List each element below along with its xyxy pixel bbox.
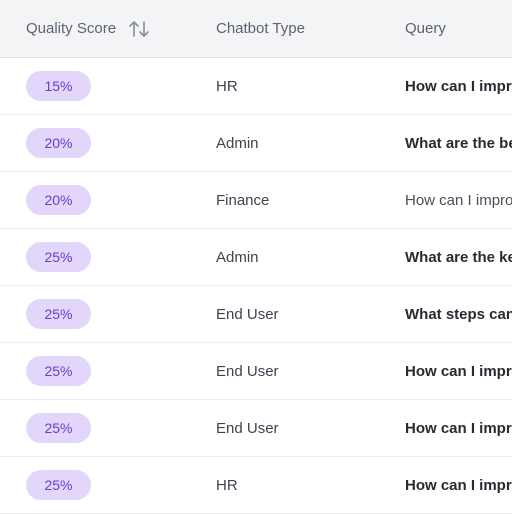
quality-score-badge: 25% xyxy=(26,242,91,272)
chatbot-type-cell: HR xyxy=(216,77,238,95)
query-cell[interactable]: What are the be xyxy=(405,134,512,152)
quality-score-badge: 15% xyxy=(26,71,91,101)
chatbot-type-cell: Finance xyxy=(216,191,270,209)
table-row[interactable]: 25% End User What steps can xyxy=(0,286,512,343)
quality-score-badge: 25% xyxy=(26,413,91,443)
query-cell[interactable]: How can I impro xyxy=(405,191,512,209)
chatbot-type-cell: End User xyxy=(216,305,279,323)
quality-score-cell: 15% xyxy=(26,58,91,114)
table-body: 15% HR How can I impro 20% Admin What are the… xyxy=(0,58,512,514)
chatbot-type-cell: End User xyxy=(216,362,279,380)
quality-score-badge: 25% xyxy=(26,299,91,329)
table-header: Quality Score Chatbot Type Query xyxy=(0,0,512,58)
quality-score-cell: 20% xyxy=(26,115,91,171)
quality-score-badge: 20% xyxy=(26,128,91,158)
query-cell[interactable]: What steps can xyxy=(405,305,512,323)
table-row[interactable]: 25% HR How can I impro xyxy=(0,457,512,514)
chatbot-type-cell: Admin xyxy=(216,248,259,266)
quality-score-cell: 25% xyxy=(26,400,91,456)
quality-score-cell: 25% xyxy=(26,457,91,513)
column-label-quality-score: Quality Score xyxy=(26,20,117,37)
quality-score-badge: 25% xyxy=(26,356,91,386)
table-row[interactable]: 25% Admin What are the ke xyxy=(0,229,512,286)
quality-score-cell: 25% xyxy=(26,343,91,399)
table-row[interactable]: 25% End User How can I impro xyxy=(0,343,512,400)
query-cell[interactable]: What are the ke xyxy=(405,248,512,266)
table-row[interactable]: 20% Admin What are the be xyxy=(0,115,512,172)
column-header-quality-score[interactable]: Quality Score xyxy=(26,0,150,57)
query-cell[interactable]: How can I impro xyxy=(405,476,512,494)
table-row[interactable]: 25% End User How can I impro xyxy=(0,400,512,457)
query-cell[interactable]: How can I impro xyxy=(405,77,512,95)
sort-arrows-icon[interactable] xyxy=(128,19,150,39)
table-row[interactable]: 20% Finance How can I impro xyxy=(0,172,512,229)
quality-score-badge: 20% xyxy=(26,185,91,215)
quality-score-cell: 20% xyxy=(26,172,91,228)
chatbot-type-cell: HR xyxy=(216,476,238,494)
chatbot-type-cell: End User xyxy=(216,419,279,437)
quality-score-badge: 25% xyxy=(26,470,91,500)
chatbot-type-cell: Admin xyxy=(216,134,259,152)
table-row[interactable]: 15% HR How can I impro xyxy=(0,58,512,115)
column-header-query[interactable]: Query xyxy=(405,20,446,37)
quality-score-cell: 25% xyxy=(26,286,91,342)
quality-score-cell: 25% xyxy=(26,229,91,285)
query-cell[interactable]: How can I impro xyxy=(405,419,512,437)
query-cell[interactable]: How can I impro xyxy=(405,362,512,380)
column-header-chatbot-type[interactable]: Chatbot Type xyxy=(216,20,305,37)
